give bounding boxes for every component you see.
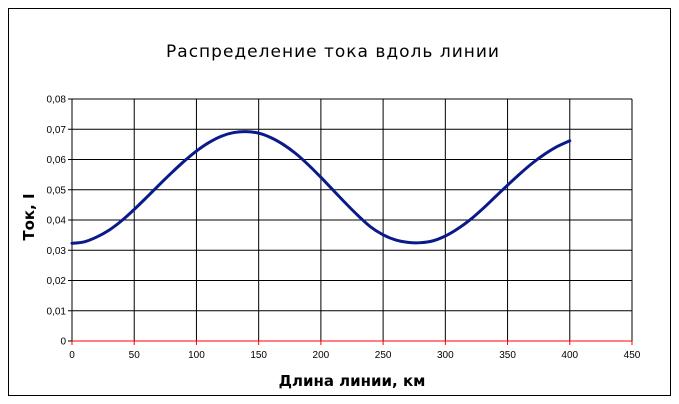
- x-tick-label: 100: [188, 350, 205, 361]
- chart-title: Распределение тока вдоль линии: [166, 42, 500, 62]
- y-tick-label: 0,03: [47, 246, 67, 257]
- x-tick-label: 300: [437, 350, 454, 361]
- y-tick-label: 0,04: [47, 216, 67, 227]
- plot-axes: [68, 98, 633, 345]
- x-tick-label: 350: [499, 350, 516, 361]
- x-tick-label: 400: [561, 350, 578, 361]
- x-tick-label: 50: [129, 350, 141, 361]
- y-tick-label: 0: [60, 337, 66, 348]
- chart-frame: [8, 8, 671, 396]
- x-tick-label: 150: [250, 350, 267, 361]
- y-axis-label: Ток, I: [20, 193, 38, 240]
- y-tick-labels: 0 0,01 0,02 0,03 0,04 0,05 0,06 0,07 0,08: [47, 95, 67, 348]
- y-tick-label: 0,01: [47, 306, 67, 317]
- series-layer: [70, 130, 572, 245]
- x-axis-label: Длина линии, км: [279, 372, 426, 390]
- x-tick-labels: 0 50 100 150 200 250 300 350 400 450: [69, 350, 641, 361]
- x-tick-label: 0: [69, 350, 75, 361]
- x-tick-label: 200: [313, 350, 330, 361]
- plot-grid: [72, 98, 633, 341]
- y-tick-label: 0,02: [47, 276, 67, 287]
- series-line: [70, 130, 572, 245]
- y-tick-label: 0,05: [47, 185, 67, 196]
- y-tick-label: 0,06: [47, 155, 67, 166]
- y-tick-label: 0,07: [47, 125, 67, 136]
- x-tick-label: 450: [624, 350, 641, 361]
- x-tick-label: 250: [375, 350, 392, 361]
- y-tick-label: 0,08: [47, 95, 67, 106]
